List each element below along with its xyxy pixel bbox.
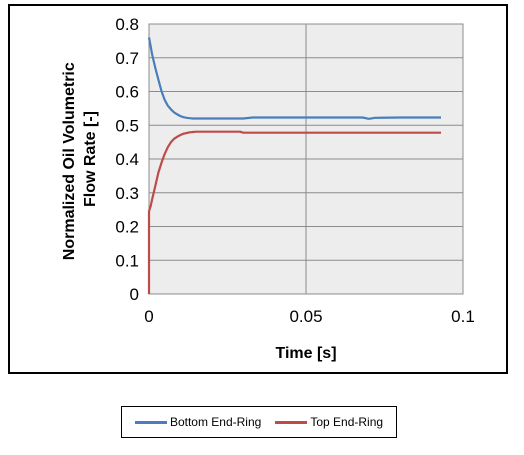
legend-entry-top-end-ring: Top End-Ring: [275, 415, 383, 429]
x-tick-labels: 0 0.05 0.1: [144, 307, 475, 326]
series-line-bottom-end-ring: [147, 37, 441, 120]
x-axis-title: Time [s]: [275, 345, 336, 362]
y-tick-label: 0.8: [115, 15, 139, 34]
grid-lines: [149, 23, 464, 294]
chart-svg: 0 0.1 0.2 0.3 0.4 0.5 0.6 0.7 0.8 0 0.05 0.1 Time …: [61, 15, 475, 362]
y-tick-label: 0.1: [115, 251, 139, 270]
x-tick-label: 0.1: [451, 307, 475, 326]
legend-swatch-top-end-ring: [275, 420, 308, 424]
y-axis-title-line-1: Normalized Oil Volumetric: [61, 62, 78, 260]
y-tick-label: 0.2: [115, 218, 139, 237]
y-tick-label: 0.7: [115, 49, 139, 68]
x-tick-label: 0.05: [289, 307, 322, 326]
legend-label-bottom-end-ring: Bottom End-Ring: [169, 415, 262, 429]
y-axis-title: Normalized Oil Volumetric Flow Rate [-]: [61, 58, 99, 260]
x-tick-label: 0: [144, 307, 153, 326]
y-axis-title-line-2: Flow Rate [-]: [82, 111, 99, 207]
chart-frame: 0 0.1 0.2 0.3 0.4 0.5 0.6 0.7 0.8 0 0.05 0.1 Time …: [8, 4, 508, 374]
legend-label-top-end-ring: Top End-Ring: [310, 415, 384, 429]
y-tick-label: 0.4: [115, 150, 139, 169]
series-line-top-end-ring: [147, 130, 441, 294]
legend-swatch-bottom-end-ring: [134, 420, 167, 424]
y-tick-labels: 0 0.1 0.2 0.3 0.4 0.5 0.6 0.7 0.8: [115, 15, 139, 304]
series-layer: [147, 37, 441, 294]
y-tick-label: 0.5: [115, 116, 139, 135]
y-tick-label: 0.6: [115, 83, 139, 102]
legend-entry-bottom-end-ring: Bottom End-Ring: [134, 415, 262, 429]
y-tick-label: 0: [130, 285, 139, 304]
chart-legend: Bottom End-Ring Top End-Ring: [121, 406, 397, 438]
y-tick-label: 0.3: [115, 184, 139, 203]
